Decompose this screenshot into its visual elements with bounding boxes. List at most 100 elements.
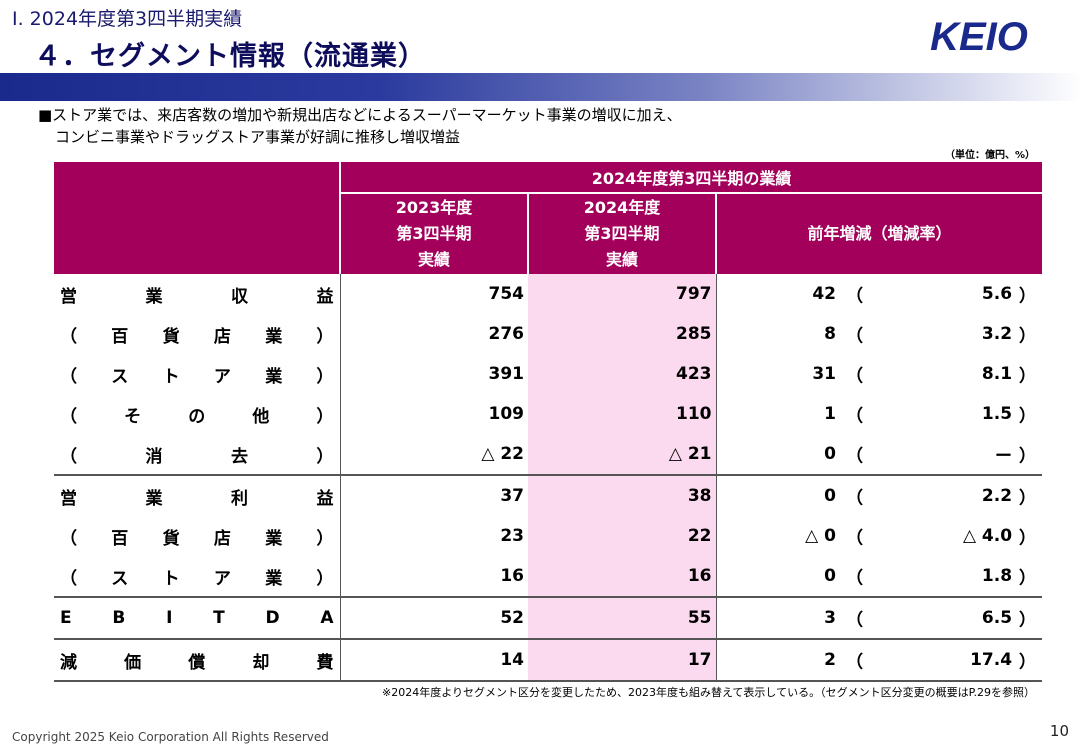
row-label-char: ） [316, 528, 334, 549]
value-rate: （ 1.5 ） [844, 394, 1042, 434]
row-label-char: 業 [265, 528, 283, 549]
row-label-char: ア [213, 366, 231, 387]
row-label-char: D [265, 608, 280, 628]
value-rate: （ △ 4.0 ） [844, 516, 1042, 556]
value-delta: 0 [715, 474, 844, 516]
logo-text: KEIO [930, 15, 1028, 58]
value-2023: 37 [340, 474, 528, 516]
col-2024-line-3: 実績 [605, 250, 638, 269]
rate-value: 2.2 [981, 486, 1013, 506]
value-2023: 52 [340, 596, 528, 639]
copyright: Copyright 2025 Keio Corporation All Righ… [12, 730, 329, 744]
rate-value: 17.4 [970, 650, 1013, 670]
rate-open-paren: （ [846, 366, 863, 387]
value-rate: （ 1.8 ） [844, 556, 1042, 597]
value-2024: 17 [528, 638, 716, 682]
row-label-char: そ [124, 406, 142, 427]
row-label-char: ト [162, 366, 180, 387]
value-delta: 0 [715, 434, 844, 475]
value-2023: 14 [340, 638, 528, 682]
row-label: 営業利益 [54, 474, 341, 516]
rate-value: 1.8 [981, 566, 1013, 586]
row-label-char: ） [316, 366, 334, 387]
row-label-char: ） [316, 326, 334, 347]
value-2024: △ 21 [528, 434, 716, 475]
value-delta: 42 [715, 274, 844, 314]
table-row-operating-revenue: 営 業 収 益 754 797 42 （ 5.6 ） [54, 274, 1042, 314]
rate-close-paren: ） [1019, 528, 1037, 549]
row-label-char: 業 [265, 568, 283, 589]
value-rate: （ 17.4 ） [844, 638, 1043, 682]
row-label-char: （ [60, 406, 77, 427]
segment-table: 2024年度第3四半期の業績 2023年度 第3四半期 実績 2024年度 第3… [54, 162, 1043, 682]
row-label-char: 店 [213, 326, 231, 347]
summary-text: ■ストア業では、来店客数の増加や新規出店などによるスーパーマーケット事業の増収に… [38, 104, 682, 148]
row-label-char: ス [111, 366, 129, 387]
col-2024-line-1: 2024年度 [583, 198, 661, 217]
row-label-char: 貨 [162, 326, 180, 347]
rate-open-paren: （ [846, 286, 863, 307]
rate-close-paren: ） [1019, 446, 1037, 467]
rate-value: 5.6 [981, 284, 1013, 304]
row-label-char: 益 [316, 488, 334, 509]
value-delta: 1 [715, 394, 844, 434]
value-rate: （ 5.6 ） [844, 274, 1042, 314]
row-label: （ 消 去 ） [54, 434, 341, 475]
table-body: 営業収益 754 797 42 （5.6）（百貨店業） 276 285 8 （3.2）（ストア業… [54, 274, 1043, 682]
value-2024: 38 [528, 474, 716, 516]
row-label-char: I [166, 608, 173, 628]
rate-value: △ 4.0 [962, 526, 1013, 546]
row-label-char: ） [316, 568, 334, 589]
row-label: （ ス ト ア 業 ） [54, 556, 341, 597]
row-label-char: B [112, 608, 126, 628]
row-label-char: 業 [145, 488, 163, 509]
summary-line-2: コンビニ事業やドラッグストア事業が好調に推移し増収増益 [55, 128, 461, 146]
rate-close-paren: ） [1019, 366, 1037, 387]
row-label-char: T [213, 608, 225, 628]
header-blank-cell [54, 162, 340, 274]
row-label-char: 業 [265, 366, 283, 387]
value-2024: 22 [528, 516, 716, 556]
row-label-char: 百 [111, 326, 129, 347]
rate-open-paren: （ [846, 488, 863, 509]
section-label: Ⅰ. 2024年度第3四半期実績 [12, 8, 243, 30]
row-label: 減価償却費 [54, 638, 341, 682]
row-label-char: 却 [252, 652, 270, 673]
row-label-char: A [320, 608, 334, 628]
value-delta: 31 [715, 354, 844, 394]
value-rate: （ 6.5 ） [844, 596, 1043, 639]
row-label-char: 店 [213, 528, 231, 549]
row-label-char: （ [60, 568, 77, 589]
row-label-char: の [188, 406, 206, 427]
rate-close-paren: ） [1019, 652, 1037, 673]
table-row-revenue-other: （その他） 109 110 1 （1.5） [54, 394, 1042, 434]
row-label-char: 百 [111, 528, 129, 549]
table-row-revenue-store: （ストア業） 391 423 31 （8.1） [54, 354, 1042, 394]
row-label: 営業収益 [54, 274, 341, 314]
value-delta: 0 [715, 556, 844, 597]
row-label-char: 消 [145, 446, 163, 467]
rate-open-paren: （ [846, 446, 863, 467]
col-2023-line-2: 第3四半期 [396, 224, 472, 243]
row-label-char: ） [316, 406, 334, 427]
row-label-char: ） [316, 446, 334, 467]
col-header-2023: 2023年度 第3四半期 実績 [339, 192, 528, 274]
table-row-revenue-elimination: （消去） △ 22 △ 21 0 （ー） [54, 434, 1042, 475]
rate-close-paren: ） [1019, 326, 1037, 347]
row-label-char: 益 [316, 286, 334, 307]
row-label: （ ス ト ア 業 ） [54, 354, 341, 394]
row-label-char: ト [162, 568, 180, 589]
title-bar [0, 73, 1083, 101]
value-rate: （ 3.2 ） [844, 314, 1042, 354]
row-label-char: （ [60, 366, 77, 387]
row-label-char: 貨 [162, 528, 180, 549]
rate-close-paren: ） [1019, 610, 1037, 631]
table-row-ebitda: E B I T D A 52 55 3 （ 6.5 ） [54, 596, 1043, 639]
rate-value: 3.2 [981, 324, 1013, 344]
row-label-char: 価 [124, 652, 142, 673]
keio-logo: KEIO [930, 15, 1028, 58]
row-label-char: （ [60, 528, 77, 549]
value-delta: 3 [715, 596, 844, 639]
rate-value: 8.1 [981, 364, 1013, 384]
table-row-income-dept-store: （百貨店業） 23 22 △ 0 （△ 4.0） [54, 516, 1042, 556]
